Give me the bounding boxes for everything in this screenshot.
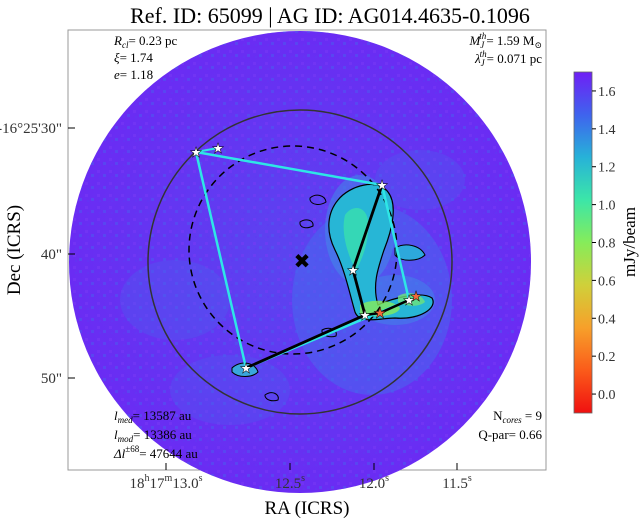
x-tick-label: 12.0s xyxy=(359,473,389,492)
y-tick-label: 50" xyxy=(41,371,62,387)
core-star: ★ xyxy=(403,293,416,309)
x-axis-ticks xyxy=(165,463,458,470)
core-star: ★ xyxy=(373,304,386,322)
y-axis-ticks xyxy=(68,127,75,379)
minimum-spanning-tree xyxy=(245,184,384,370)
x-tick-label: 12.5s xyxy=(275,473,305,492)
colorbar-label: mJy/beam xyxy=(620,207,639,277)
core-star: ★ xyxy=(410,289,423,305)
mst-branch xyxy=(364,298,410,317)
cluster-centre-marker: ✖ xyxy=(294,249,311,273)
y-tick-label: -16°25'30" xyxy=(0,121,62,137)
emission-map: ✖ ★ ★ ★ ★ ★ ★ ★ ★ ★ xyxy=(69,31,531,493)
core-star: ★ xyxy=(212,141,225,157)
colorbar-bar xyxy=(573,71,593,414)
svg-text:lmod= 13386 au: lmod= 13386 au xyxy=(114,427,192,444)
hull-edge-extra xyxy=(195,147,219,153)
dense-clumps xyxy=(231,183,434,402)
annotation-bottom-right: Ncores = 9 Q-par= 0.66 xyxy=(478,408,542,442)
annotation-top-right: MJth= 1.59 M⊙ λJth= 0.071 pc xyxy=(468,31,542,68)
svg-text:e= 1.18: e= 1.18 xyxy=(114,67,153,82)
colorbar-tick-label: 0.6 xyxy=(598,274,616,289)
svg-text:Δl±68= 47644 au: Δl±68= 47644 au xyxy=(113,444,198,461)
colorbar-tick-label: 1.0 xyxy=(598,199,616,214)
x-axis-label: RA (ICRS) xyxy=(265,498,350,519)
svg-text:λJth= 0.071 pc: λJth= 0.071 pc xyxy=(474,49,542,68)
colorbar: 1.6 1.4 1.2 1.0 0.8 0.6 0.4 0.2 0.0 mJy/beam xyxy=(573,71,639,414)
y-axis-label: Dec (ICRS) xyxy=(4,205,25,295)
core-star: ★ xyxy=(347,263,360,279)
core-star: ★ xyxy=(376,178,389,194)
x-tick-labels: 18h17m13.0s 12.5s 12.0s 11.5s xyxy=(130,473,472,492)
y-tick-labels: -16°25'30" 40" 50" xyxy=(0,121,62,387)
core-star: ★ xyxy=(190,145,203,161)
colorbar-tick-label: 0.4 xyxy=(598,312,616,327)
colorbar-tick-label: 1.4 xyxy=(598,123,616,138)
outer-radius-circle xyxy=(147,109,453,415)
svg-text:Rcl= 0.23 pc: Rcl= 0.23 pc xyxy=(113,33,178,50)
core-star: ★ xyxy=(359,308,372,324)
y-tick-label: 40" xyxy=(41,247,62,263)
svg-text:MJth= 1.59 M⊙: MJth= 1.59 M⊙ xyxy=(468,31,542,50)
annotation-bottom-left: lmed= 13587 au lmod= 13386 au Δl±68= 476… xyxy=(113,408,198,461)
svg-text:Ncores = 9: Ncores = 9 xyxy=(493,408,542,425)
svg-text:ξ= 1.74: ξ= 1.74 xyxy=(114,50,153,65)
svg-text:Q-par= 0.66: Q-par= 0.66 xyxy=(478,427,542,442)
colorbar-ticks: 1.6 1.4 1.2 1.0 0.8 0.6 0.4 0.2 0.0 xyxy=(592,85,616,403)
colorbar-tick-label: 0.2 xyxy=(598,350,616,365)
x-tick-label: 11.5s xyxy=(442,473,472,492)
core-star: ★ xyxy=(240,361,253,377)
colorbar-tick-label: 0.8 xyxy=(598,237,616,252)
colorbar-tick-label: 0.0 xyxy=(598,388,616,403)
chart-title: Ref. ID: 65099 | AG ID: AG014.4635-0.109… xyxy=(130,3,530,28)
colorbar-tick-label: 1.6 xyxy=(598,85,616,100)
x-tick-label: 18h17m13.0s xyxy=(130,473,203,492)
colorbar-tick-label: 1.2 xyxy=(598,161,616,176)
cores: ★ ★ ★ ★ ★ ★ ★ ★ ★ xyxy=(189,141,423,378)
annotation-top-left: Rcl= 0.23 pc ξ= 1.74 e= 1.18 xyxy=(113,33,178,82)
svg-text:lmed= 13587 au: lmed= 13587 au xyxy=(114,408,192,425)
